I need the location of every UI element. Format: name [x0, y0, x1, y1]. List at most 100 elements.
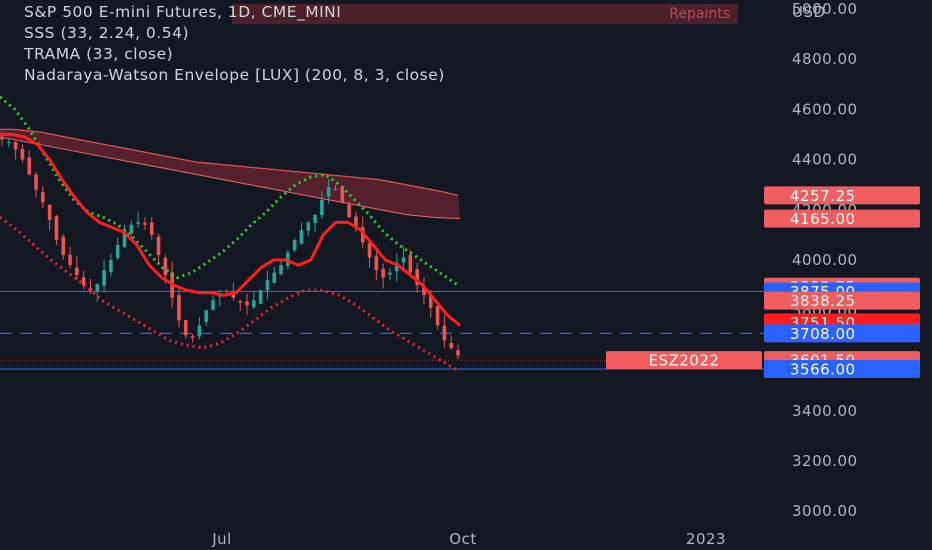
- candle-body: [197, 325, 202, 337]
- candle-body: [183, 319, 188, 336]
- candle-body: [340, 186, 345, 203]
- candle-body: [456, 350, 460, 356]
- candle-body: [272, 272, 277, 283]
- y-tick-label: 3200.00: [792, 452, 858, 470]
- candle-body: [258, 290, 263, 304]
- envelope-middle-line: [0, 136, 461, 220]
- candle-body: [449, 343, 453, 348]
- candle-body: [442, 325, 447, 341]
- repaint-notice-text: Repaints: [669, 6, 730, 22]
- y-tick-label: 4800.00: [792, 50, 858, 68]
- sss-upper-line: [0, 95, 459, 287]
- candle-body: [422, 285, 426, 296]
- candle-body: [81, 277, 86, 286]
- envelope-band: [0, 129, 460, 219]
- price-tag-label: 3708.00: [790, 325, 856, 343]
- candle-body: [381, 268, 385, 278]
- candle-body: [34, 174, 38, 190]
- candle-body: [313, 214, 317, 224]
- price-tag: 3838.25: [764, 291, 920, 310]
- candle-body: [238, 301, 243, 303]
- price-axis[interactable]: USD3000.003200.003400.003600.003800.0040…: [792, 0, 858, 520]
- currency-label: USD: [792, 3, 826, 21]
- candle-body: [109, 260, 113, 273]
- candle-body: [292, 239, 297, 251]
- candle-body: [20, 148, 25, 160]
- price-tag: 3708.00: [764, 324, 920, 343]
- candle-body: [231, 292, 236, 298]
- candle-body: [27, 157, 32, 175]
- price-tag: 3566.00: [764, 360, 920, 379]
- candle-body: [190, 336, 195, 338]
- repaint-notice: Repaints: [232, 4, 738, 24]
- symbol-tag: ESZ2022: [606, 351, 762, 370]
- time-axis[interactable]: Jul Oct 2023: [211, 530, 726, 548]
- candle-body: [408, 255, 413, 273]
- candle-body: [354, 216, 358, 228]
- candle-body: [204, 310, 208, 322]
- candle-body: [245, 301, 249, 306]
- x-tick-label: Jul: [211, 530, 232, 548]
- candle-body: [252, 300, 256, 308]
- y-tick-label: 5000.00: [792, 0, 858, 18]
- candle-body: [401, 257, 406, 263]
- candle-body: [333, 188, 338, 190]
- candle-body: [388, 272, 392, 275]
- y-tick-label: 4400.00: [792, 151, 858, 169]
- price-tag-label: 4165.00: [790, 210, 856, 228]
- candle-body: [211, 300, 215, 310]
- candle-body: [435, 306, 440, 326]
- candle-body: [7, 141, 11, 143]
- candle-body: [0, 136, 4, 140]
- candle-body: [265, 280, 270, 290]
- candle-body: [367, 243, 372, 258]
- candle-body: [394, 262, 399, 272]
- candle-body: [428, 295, 433, 308]
- candle-body: [136, 222, 140, 224]
- candle-body: [306, 222, 311, 231]
- candle-body: [13, 141, 18, 150]
- candle-body: [347, 204, 351, 218]
- y-tick-label: 3000.00: [792, 502, 858, 520]
- indicator-lines: [0, 95, 461, 372]
- price-tag-label: 3838.25: [790, 292, 856, 310]
- candle-body: [129, 224, 134, 234]
- candle-body: [149, 222, 154, 235]
- y-tick-label: 4600.00: [792, 100, 858, 118]
- x-tick-label: 2023: [686, 530, 726, 548]
- candle-body: [299, 229, 304, 244]
- envelope-fill: [0, 129, 460, 219]
- candle-body: [143, 222, 147, 225]
- candle-body: [163, 257, 168, 276]
- candle-body: [320, 199, 324, 216]
- candle-body: [47, 204, 52, 220]
- y-tick-label: 3400.00: [792, 402, 858, 420]
- legend-trama[interactable]: TRAMA (33, close): [24, 45, 174, 63]
- candle-body: [102, 270, 106, 286]
- candle-body: [177, 295, 181, 321]
- candle-body: [54, 216, 59, 240]
- symbol-tag-label: ESZ2022: [649, 352, 720, 370]
- price-tag: 4165.00: [764, 209, 920, 228]
- legend-nwe[interactable]: Nadaraya-Watson Envelope [LUX] (200, 8, …: [24, 66, 445, 84]
- price-tag-label: 4257.25: [790, 187, 856, 205]
- price-tag-label: 3566.00: [790, 361, 856, 379]
- price-tags: 4257.254165.003893.753875.003838.253751.…: [606, 186, 920, 379]
- legend-sss[interactable]: SSS (33, 2.24, 0.54): [24, 24, 189, 42]
- candle-body: [61, 236, 66, 256]
- price-tag: 4257.25: [764, 186, 920, 205]
- candle-body: [68, 254, 72, 266]
- candle-body: [326, 187, 331, 197]
- candle-body: [156, 236, 161, 256]
- candle-body: [374, 256, 379, 271]
- x-tick-label: Oct: [449, 530, 476, 548]
- candle-body: [115, 244, 120, 259]
- y-tick-label: 4000.00: [792, 251, 858, 269]
- legend-title[interactable]: S&P 500 E-mini Futures, 1D, CME_MINI: [24, 3, 342, 21]
- chart-legend: S&P 500 E-mini Futures, 1D, CME_MINI SSS…: [24, 2, 445, 86]
- candle-body: [279, 265, 283, 275]
- envelope-upper-line: [0, 128, 459, 197]
- candle-body: [415, 269, 419, 286]
- trama-line: [0, 132, 461, 327]
